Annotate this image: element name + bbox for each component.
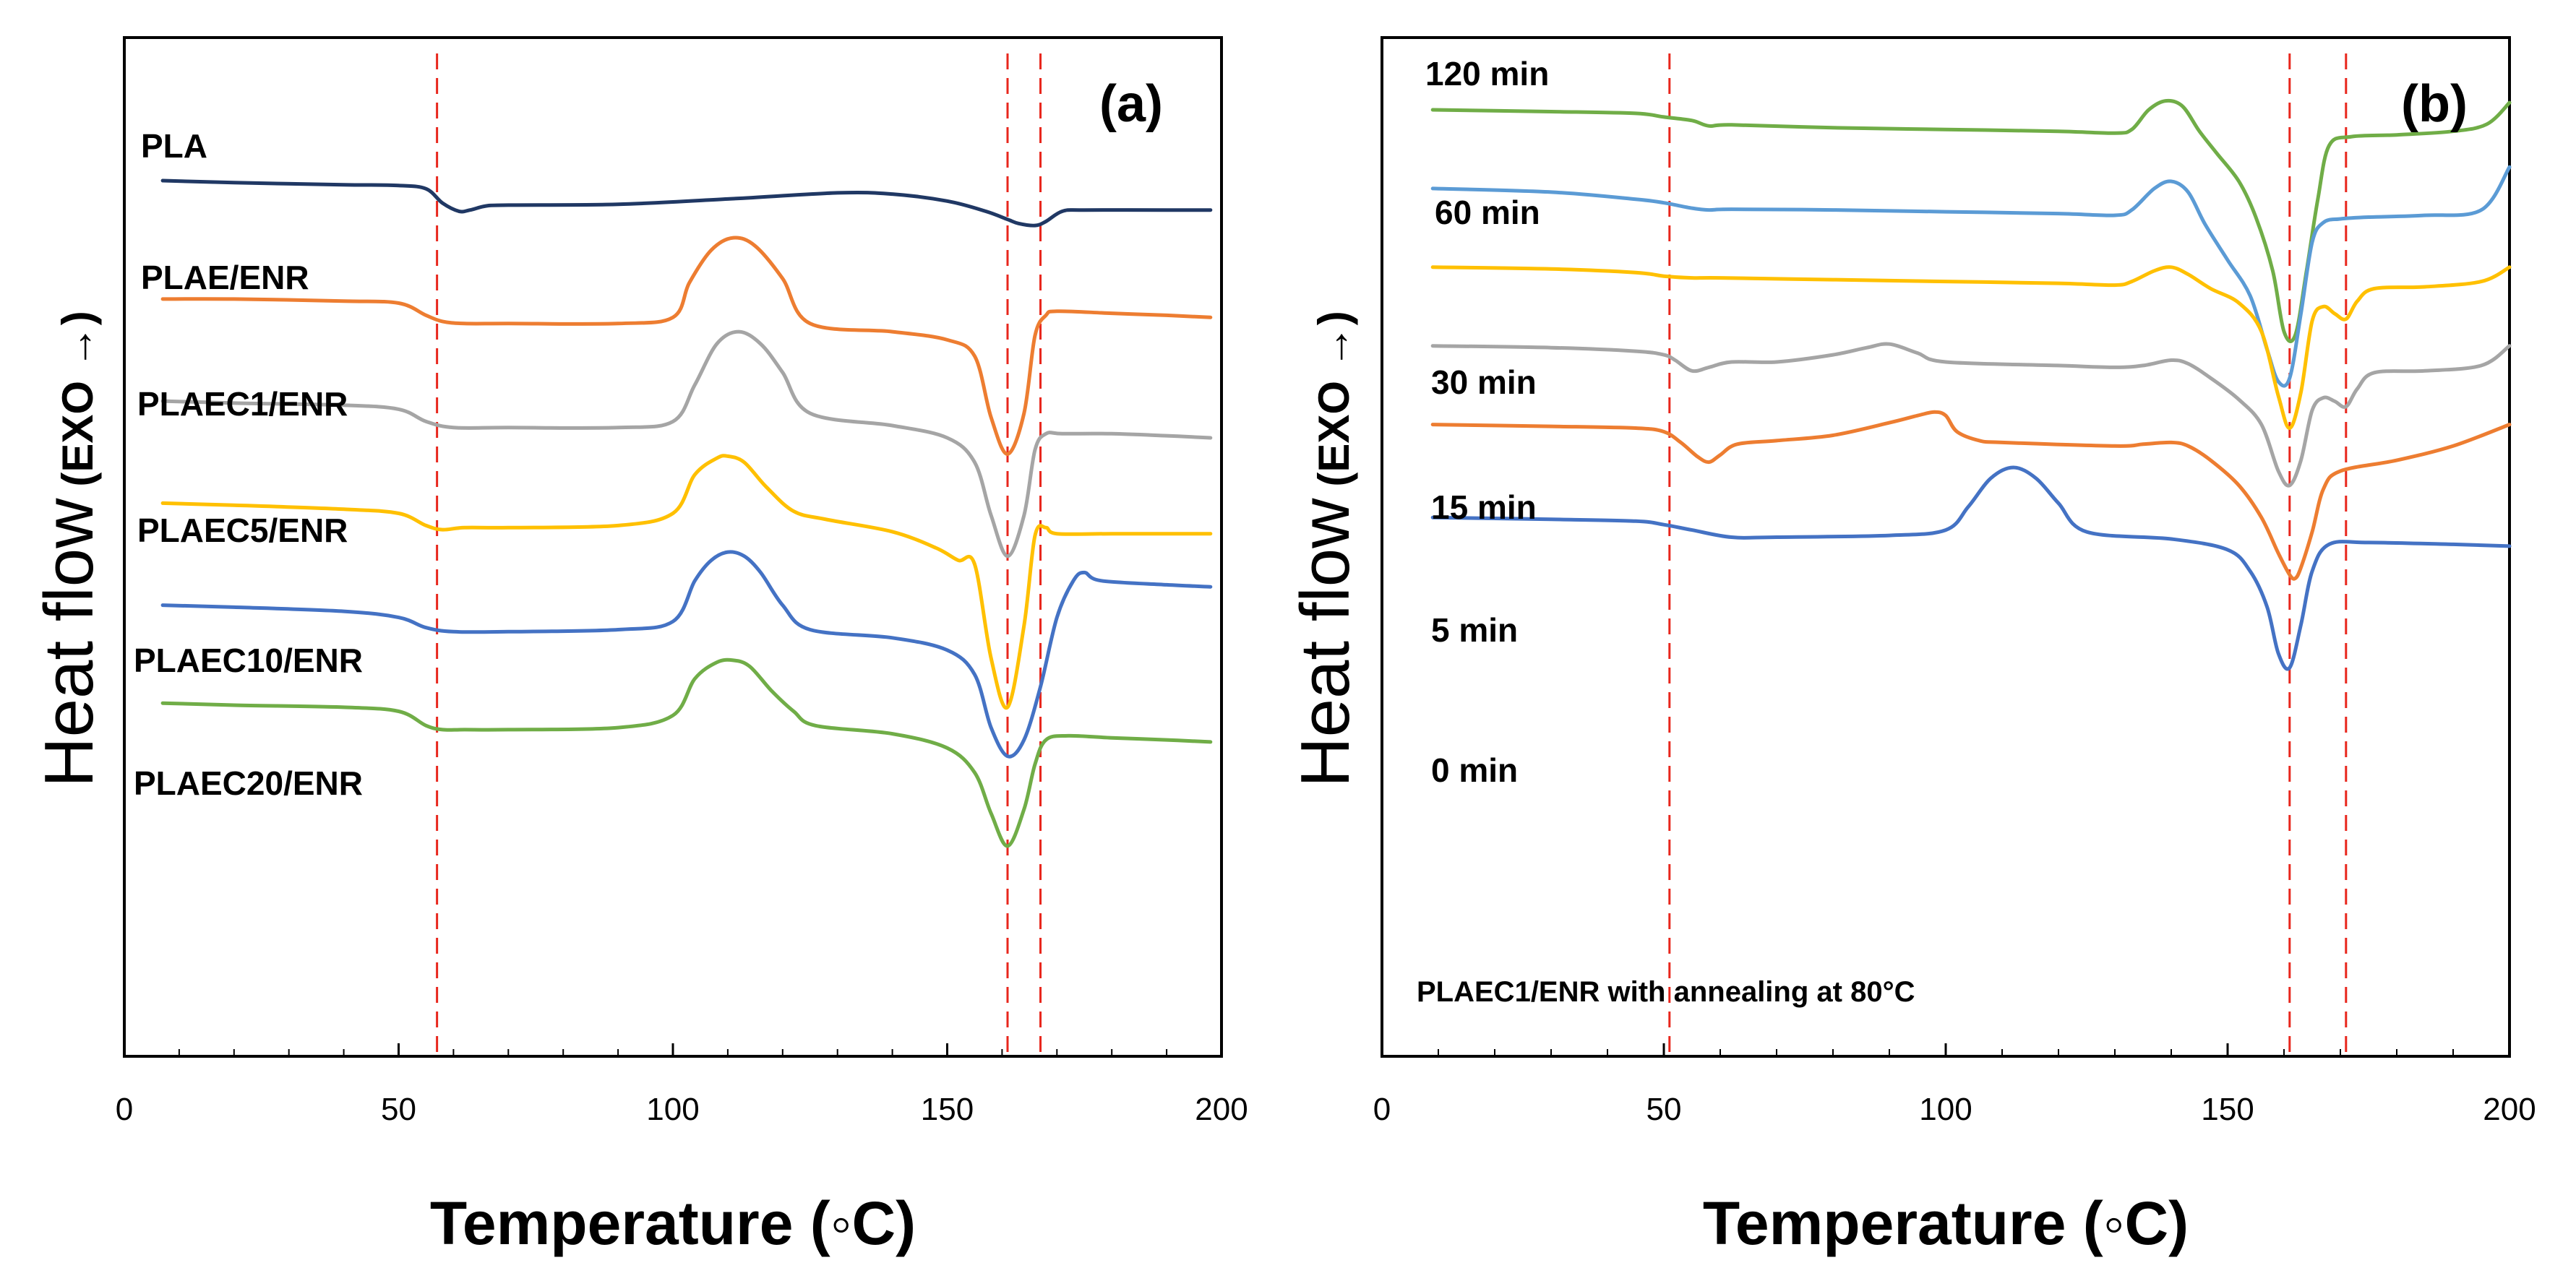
panel-a-series-label-plaec1-enr: PLAEC1/ENR bbox=[137, 385, 348, 423]
panel-b-y-axis-title: Heat flow (EXO →) bbox=[1287, 311, 1364, 788]
panel-b-x-axis: 0 50 100 150 200 bbox=[1373, 1043, 2536, 1127]
panel-a-series-plaec1-enr bbox=[160, 329, 1213, 558]
panel-a: 0 50 100 150 200 PLA PLAE/ENR PLAEC1/ENR PLAEC5… bbox=[30, 36, 1248, 1257]
panel-b-series-label-0-min: 0 min bbox=[1431, 751, 1518, 789]
panel-a-series-plaec5-enr bbox=[160, 454, 1213, 710]
panel-b-x-axis-title: Temperature (◦C) bbox=[1703, 1189, 2189, 1257]
panel-a-x-tick-label-100: 100 bbox=[646, 1092, 699, 1127]
panel-b-series-0-min bbox=[1430, 465, 2512, 671]
panel-a-tag: (a) bbox=[1099, 75, 1163, 133]
panel-a-series-label-plaec5-enr: PLAEC5/ENR bbox=[137, 512, 348, 549]
panel-a-x-axis: 0 50 100 150 200 bbox=[116, 1043, 1248, 1127]
panel-b-x-tick-label-50: 50 bbox=[1647, 1092, 1682, 1127]
panel-a-series-plaec10-enr bbox=[160, 550, 1213, 759]
panel-b-x-tick-label-100: 100 bbox=[1919, 1092, 1972, 1127]
panel-a-series-label-plaec10-enr: PLAEC10/ENR bbox=[134, 642, 363, 679]
panel-b-y-axis-title-main: Heat flow bbox=[1287, 498, 1364, 788]
panel-b-series-label-30-min: 30 min bbox=[1431, 363, 1537, 401]
panel-b-series-5-min bbox=[1430, 410, 2512, 581]
panel-b-reference-lines bbox=[1668, 53, 2348, 1055]
panel-a-x-tick-label-0: 0 bbox=[116, 1092, 133, 1127]
panel-a-y-axis-title-suffix: (EXO →) bbox=[53, 311, 102, 486]
panel-b-annotation: PLAEC1/ENR with annealing at 80°C bbox=[1417, 976, 1915, 1008]
panel-b-x-tick-label-200: 200 bbox=[2483, 1092, 2536, 1127]
panel-b-series-60-min bbox=[1430, 165, 2512, 388]
panel-b-series-label-15-min: 15 min bbox=[1431, 488, 1537, 526]
panel-a-y-axis-title-main: Heat flow bbox=[30, 498, 108, 788]
panel-b-series-label-60-min: 60 min bbox=[1435, 194, 1540, 231]
panel-b-series-label-5-min: 5 min bbox=[1431, 611, 1518, 649]
panel-b-series-120-min bbox=[1430, 98, 2512, 343]
panel-a-x-tick-label-200: 200 bbox=[1195, 1092, 1248, 1127]
panel-a-series-plae-enr bbox=[160, 236, 1213, 456]
panel-b-x-tick-label-0: 0 bbox=[1373, 1092, 1391, 1127]
panel-b-x-tick-label-150: 150 bbox=[2201, 1092, 2254, 1127]
panel-a-y-axis-title: Heat flow (EXO →) bbox=[30, 311, 108, 788]
panel-b-series-30-min bbox=[1430, 265, 2512, 430]
panel-b-tag: (b) bbox=[2401, 75, 2468, 133]
panel-a-series-plaec20-enr bbox=[160, 657, 1213, 848]
panel-a-x-tick-label-150: 150 bbox=[921, 1092, 974, 1127]
panel-a-x-tick-label-50: 50 bbox=[381, 1092, 416, 1127]
panel-a-series-labels: PLA PLAE/ENR PLAEC1/ENR PLAEC5/ENR PLAEC10/E… bbox=[134, 127, 363, 802]
panel-b: 0 50 100 150 200 120 min 60 min 30 min 15 min 5 … bbox=[1287, 36, 2536, 1257]
panel-b-series-label-120-min: 120 min bbox=[1425, 55, 1549, 92]
panel-a-series-label-plaec20-enr: PLAEC20/ENR bbox=[134, 764, 363, 802]
panel-a-series-label-plae-enr: PLAE/ENR bbox=[141, 259, 309, 296]
panel-b-y-axis-title-suffix: (EXO →) bbox=[1310, 311, 1358, 486]
panel-a-curves bbox=[160, 178, 1213, 848]
panel-a-series-pla bbox=[160, 178, 1213, 228]
panel-b-curves bbox=[1430, 98, 2512, 671]
panel-a-series-label-pla: PLA bbox=[141, 127, 207, 165]
panel-b-series-labels: 120 min 60 min 30 min 15 min 5 min 0 min bbox=[1425, 55, 1549, 789]
panel-b-series-15-min bbox=[1430, 342, 2512, 488]
panel-a-x-axis-title: Temperature (◦C) bbox=[430, 1189, 916, 1257]
panel-a-reference-lines bbox=[436, 53, 1042, 1055]
